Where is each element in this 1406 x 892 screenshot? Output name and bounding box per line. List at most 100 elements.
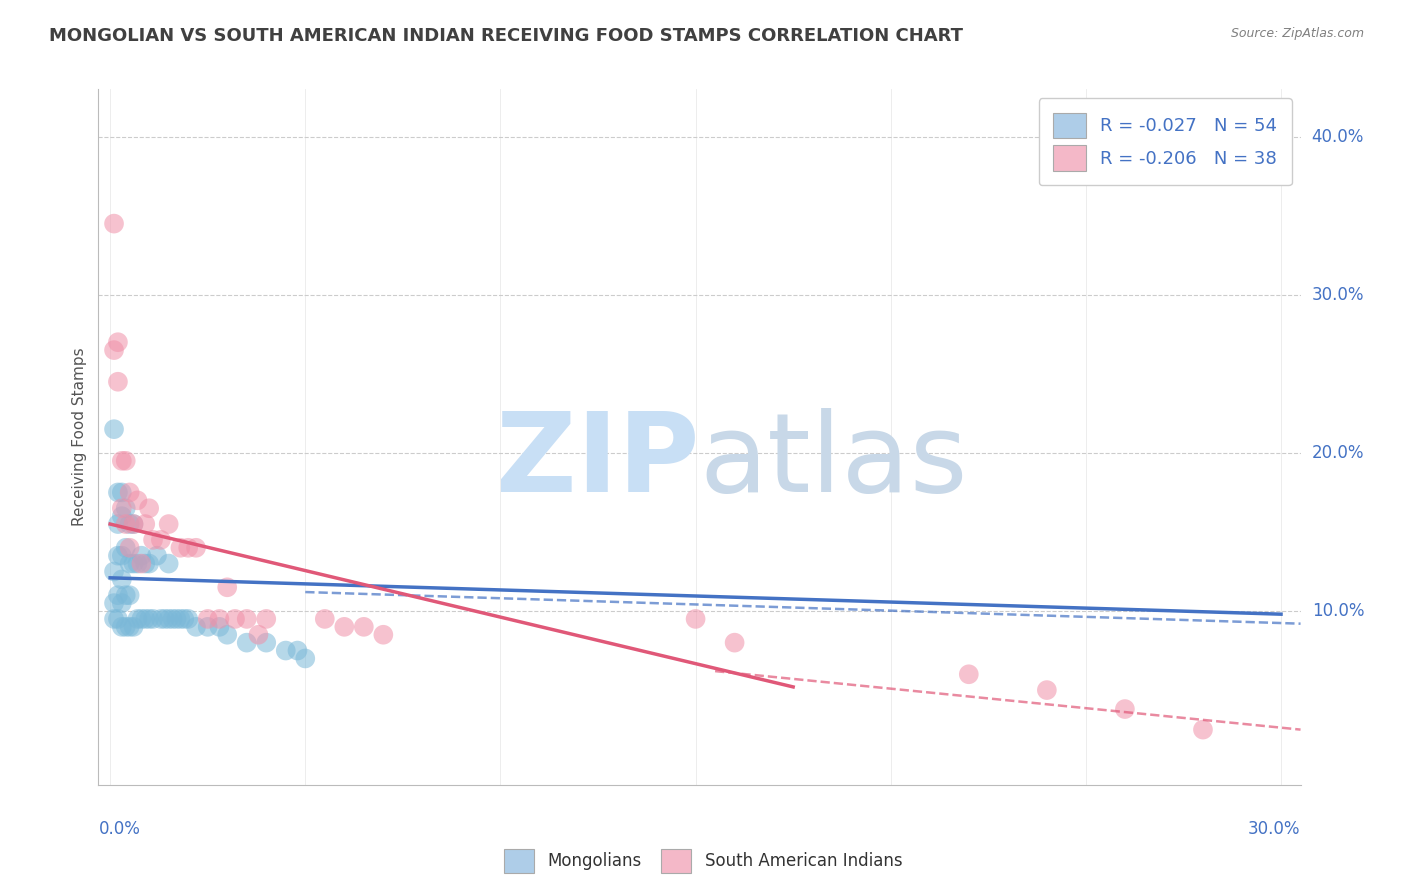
Point — [247, 628, 270, 642]
Point — [111, 596, 134, 610]
Point — [254, 635, 277, 649]
Point — [118, 620, 141, 634]
Point — [184, 541, 207, 555]
Point — [131, 557, 153, 571]
Point — [114, 454, 136, 468]
Point — [149, 533, 172, 547]
Point — [254, 612, 277, 626]
Text: 0.0%: 0.0% — [98, 820, 141, 838]
Point — [111, 620, 134, 634]
Text: 20.0%: 20.0% — [1312, 444, 1364, 462]
Point — [103, 596, 125, 610]
Point — [177, 541, 200, 555]
Text: ZIP: ZIP — [496, 408, 699, 515]
Point — [107, 549, 129, 563]
Point — [138, 501, 160, 516]
Point — [957, 667, 980, 681]
Point — [111, 485, 134, 500]
Point — [118, 588, 141, 602]
Point — [107, 375, 129, 389]
Text: 30.0%: 30.0% — [1249, 820, 1301, 838]
Point — [314, 612, 336, 626]
Point — [122, 557, 145, 571]
Point — [118, 541, 141, 555]
Point — [107, 485, 129, 500]
Point — [107, 612, 129, 626]
Point — [107, 516, 129, 531]
Point — [166, 612, 188, 626]
Point — [103, 422, 125, 436]
Point — [157, 557, 180, 571]
Point — [134, 612, 156, 626]
Point — [208, 620, 231, 634]
Point — [235, 612, 257, 626]
Point — [197, 612, 219, 626]
Point — [235, 635, 257, 649]
Point — [723, 635, 745, 649]
Point — [217, 628, 239, 642]
Point — [122, 516, 145, 531]
Point — [173, 612, 195, 626]
Point — [373, 628, 395, 642]
Point — [217, 580, 239, 594]
Point — [111, 509, 134, 524]
Point — [1036, 683, 1059, 698]
Point — [114, 501, 136, 516]
Point — [114, 620, 136, 634]
Point — [131, 612, 153, 626]
Point — [333, 620, 356, 634]
Point — [114, 588, 136, 602]
Point — [134, 516, 156, 531]
Point — [1192, 723, 1215, 737]
Point — [142, 533, 165, 547]
Point — [111, 501, 134, 516]
Point — [111, 573, 134, 587]
Text: MONGOLIAN VS SOUTH AMERICAN INDIAN RECEIVING FOOD STAMPS CORRELATION CHART: MONGOLIAN VS SOUTH AMERICAN INDIAN RECEI… — [49, 27, 963, 45]
Point — [169, 541, 191, 555]
Point — [157, 612, 180, 626]
Point — [208, 612, 231, 626]
Point — [149, 612, 172, 626]
Text: atlas: atlas — [699, 408, 967, 515]
Point — [127, 612, 149, 626]
Point — [287, 643, 309, 657]
Point — [118, 557, 141, 571]
Point — [118, 516, 141, 531]
Point — [153, 612, 176, 626]
Point — [114, 516, 136, 531]
Point — [184, 620, 207, 634]
Point — [103, 612, 125, 626]
Point — [274, 643, 297, 657]
Point — [138, 557, 160, 571]
Point — [103, 565, 125, 579]
Point — [107, 588, 129, 602]
Legend: Mongolians, South American Indians: Mongolians, South American Indians — [498, 842, 908, 880]
Point — [157, 516, 180, 531]
Point — [122, 620, 145, 634]
Point — [122, 516, 145, 531]
Point — [294, 651, 316, 665]
Point — [142, 612, 165, 626]
Text: 40.0%: 40.0% — [1312, 128, 1364, 145]
Point — [103, 343, 125, 357]
Point — [177, 612, 200, 626]
Point — [131, 549, 153, 563]
Y-axis label: Receiving Food Stamps: Receiving Food Stamps — [72, 348, 87, 526]
Point — [197, 620, 219, 634]
Text: Source: ZipAtlas.com: Source: ZipAtlas.com — [1230, 27, 1364, 40]
Point — [111, 549, 134, 563]
Point — [127, 557, 149, 571]
Point — [685, 612, 707, 626]
Text: 10.0%: 10.0% — [1312, 602, 1364, 620]
Point — [103, 217, 125, 231]
Point — [169, 612, 191, 626]
Point — [353, 620, 375, 634]
Point — [107, 335, 129, 350]
Point — [1114, 702, 1136, 716]
Point — [138, 612, 160, 626]
Point — [111, 454, 134, 468]
Point — [224, 612, 246, 626]
Point — [146, 549, 169, 563]
Point — [118, 485, 141, 500]
Point — [127, 493, 149, 508]
